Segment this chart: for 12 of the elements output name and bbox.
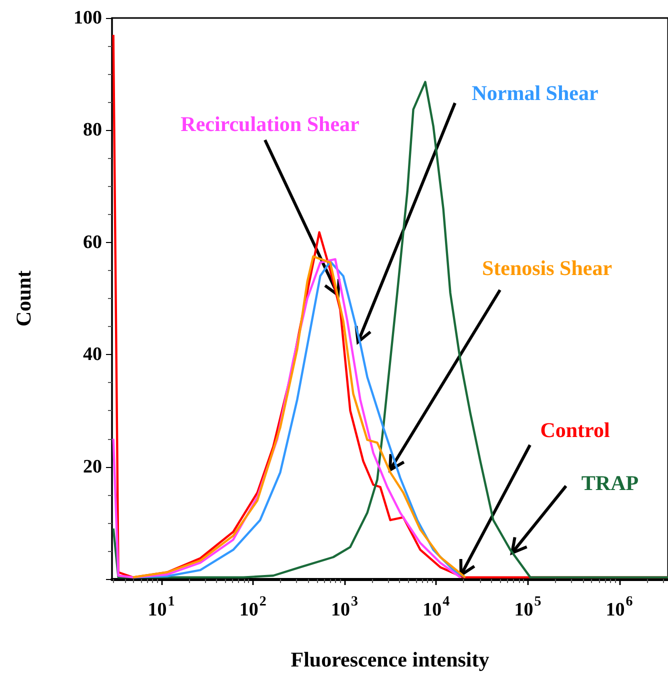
text: Control [540,418,610,442]
y-tick-label: 40 [83,344,102,366]
text: Normal Shear [472,81,598,105]
y-axis-title: Count [12,270,36,327]
y-tick-label: 80 [83,120,102,141]
y-tick-label: 100 [74,8,102,28]
y-tick-label: 20 [83,456,102,478]
x-axis-title: Fluorescence intensity [290,648,490,672]
text: Recirculation Shear [180,112,360,136]
text: TRAP [581,471,639,495]
y-tick-label: 60 [83,232,102,253]
text: Stenosis Shear [482,256,612,280]
